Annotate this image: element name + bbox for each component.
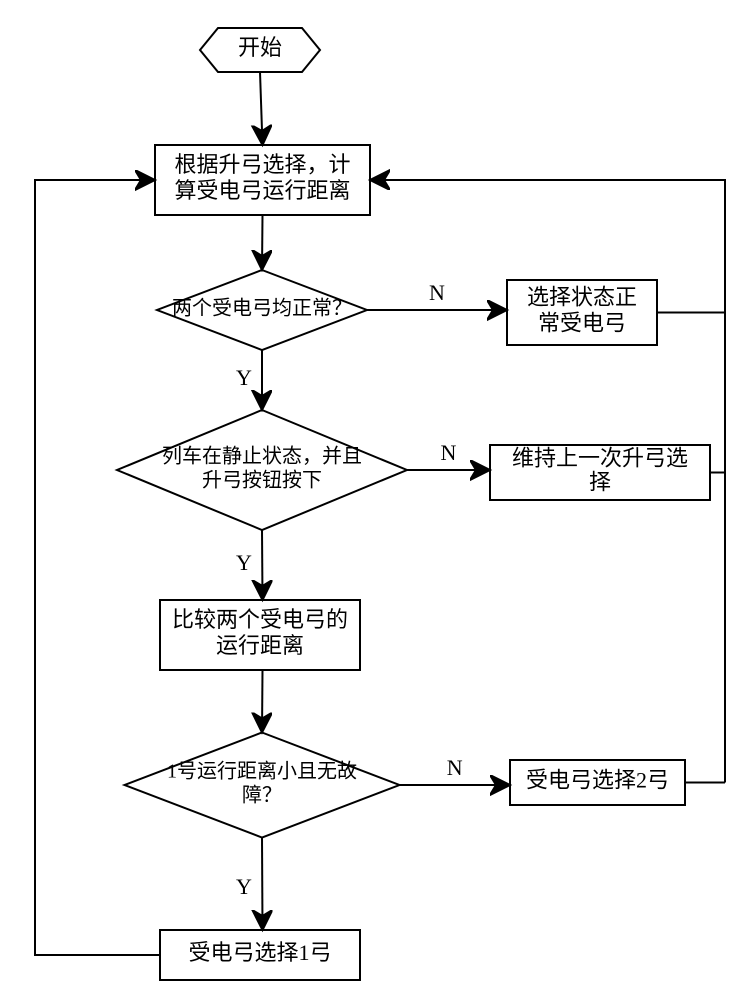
d3-line2: 障？ (242, 784, 282, 807)
svg-text:Y: Y (236, 550, 252, 575)
edges (35, 72, 725, 955)
d1no-line2: 常受电弓 (538, 311, 626, 336)
d3-line1: 1号运行距离小且无故 (167, 760, 357, 783)
node-d3: 1号运行距离小且无故 障？ (125, 733, 400, 838)
compare-line2: 运行距离 (216, 633, 304, 658)
svg-text:N: N (429, 280, 445, 305)
svg-text:Y: Y (236, 874, 252, 899)
d1no-line1: 选择状态正 (527, 285, 637, 310)
start-label: 开始 (238, 35, 282, 60)
svg-text:Y: Y (236, 365, 252, 390)
node-start: 开始 (200, 28, 320, 72)
d3no-label: 受电弓选择2弓 (526, 768, 669, 793)
compare-line1: 比较两个受电弓的 (172, 607, 348, 632)
calc-line2: 算受电弓运行距离 (174, 178, 350, 203)
node-compare: 比较两个受电弓的 运行距离 (160, 600, 360, 670)
node-calc: 根据升弓选择，计 算受电弓运行距离 (155, 145, 370, 215)
node-d2: 列车在静止状态，并且 升弓按钮按下 (117, 410, 407, 530)
d1-label: 两个受电弓均正常？ (172, 297, 352, 320)
d2-line2: 升弓按钮按下 (202, 469, 322, 492)
node-d1-no: 选择状态正 常受电弓 (507, 280, 657, 345)
node-d1: 两个受电弓均正常？ (157, 270, 367, 350)
flowchart-diagram: 开始 根据升弓选择，计 算受电弓运行距离 两个受电弓均正常？ 选择状态正 常受电… (0, 0, 739, 1000)
node-sel1: 受电弓选择1弓 (160, 930, 360, 980)
d2no-line2: 择 (589, 470, 611, 495)
svg-text:N: N (441, 440, 457, 465)
calc-line1: 根据升弓选择，计 (174, 152, 350, 177)
d2no-line1: 维持上一次升弓选 (512, 446, 688, 471)
d2-line1: 列车在静止状态，并且 (162, 445, 362, 468)
sel1-label: 受电弓选择1弓 (188, 940, 331, 965)
node-d2-no: 维持上一次升弓选 择 (490, 445, 710, 500)
node-d3-no: 受电弓选择2弓 (510, 760, 685, 805)
svg-text:N: N (447, 755, 463, 780)
